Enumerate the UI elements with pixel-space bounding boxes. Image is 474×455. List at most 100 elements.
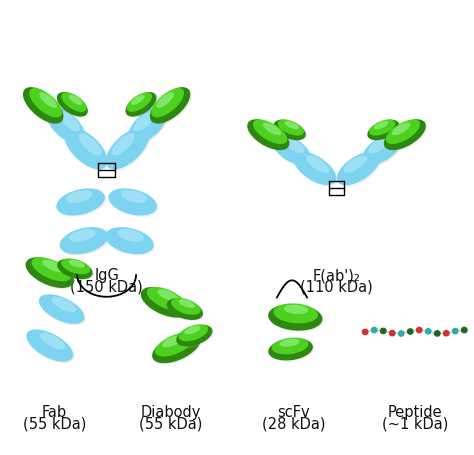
Ellipse shape xyxy=(155,333,194,357)
Ellipse shape xyxy=(253,120,287,145)
Ellipse shape xyxy=(66,130,109,171)
Ellipse shape xyxy=(344,156,367,173)
Ellipse shape xyxy=(151,89,192,126)
Circle shape xyxy=(433,330,441,337)
Ellipse shape xyxy=(107,229,155,256)
Ellipse shape xyxy=(46,107,85,145)
Ellipse shape xyxy=(61,259,91,275)
Circle shape xyxy=(415,327,423,334)
Ellipse shape xyxy=(162,335,184,348)
Ellipse shape xyxy=(274,120,306,141)
Ellipse shape xyxy=(337,152,380,186)
Ellipse shape xyxy=(79,134,102,156)
Ellipse shape xyxy=(272,338,309,355)
Ellipse shape xyxy=(42,260,64,273)
Circle shape xyxy=(379,328,387,335)
Ellipse shape xyxy=(151,89,184,118)
Ellipse shape xyxy=(29,89,62,118)
Ellipse shape xyxy=(58,94,89,119)
Text: (110 kDa): (110 kDa) xyxy=(300,279,373,294)
Ellipse shape xyxy=(247,120,289,151)
Ellipse shape xyxy=(249,121,291,152)
Text: Diabody: Diabody xyxy=(140,404,201,419)
Circle shape xyxy=(397,330,405,338)
Ellipse shape xyxy=(270,339,314,362)
Ellipse shape xyxy=(268,338,313,361)
Ellipse shape xyxy=(278,120,304,136)
Ellipse shape xyxy=(184,326,201,334)
Ellipse shape xyxy=(142,288,191,319)
Ellipse shape xyxy=(364,136,403,167)
Ellipse shape xyxy=(56,189,105,216)
Ellipse shape xyxy=(106,128,149,170)
Ellipse shape xyxy=(167,298,203,320)
Text: Peptide: Peptide xyxy=(387,404,442,419)
Ellipse shape xyxy=(280,339,300,347)
Ellipse shape xyxy=(69,96,82,106)
Ellipse shape xyxy=(58,260,94,281)
Circle shape xyxy=(388,330,396,337)
Ellipse shape xyxy=(126,93,156,117)
Ellipse shape xyxy=(362,135,401,166)
Ellipse shape xyxy=(152,333,201,364)
Ellipse shape xyxy=(23,88,64,124)
Ellipse shape xyxy=(69,260,85,268)
Ellipse shape xyxy=(273,136,312,167)
Text: (28 kDa): (28 kDa) xyxy=(262,416,326,430)
Ellipse shape xyxy=(293,152,337,186)
Ellipse shape xyxy=(60,228,108,255)
Ellipse shape xyxy=(69,229,96,242)
Text: Fab: Fab xyxy=(42,404,67,419)
Ellipse shape xyxy=(150,88,191,124)
Circle shape xyxy=(406,328,414,335)
Ellipse shape xyxy=(133,112,155,132)
Ellipse shape xyxy=(107,130,150,171)
Ellipse shape xyxy=(61,93,87,113)
Ellipse shape xyxy=(131,96,145,106)
Ellipse shape xyxy=(338,154,381,187)
Ellipse shape xyxy=(268,304,322,331)
Circle shape xyxy=(451,328,459,335)
Ellipse shape xyxy=(272,135,311,166)
Text: (150 kDa): (150 kDa) xyxy=(70,279,143,294)
Ellipse shape xyxy=(369,120,395,136)
Ellipse shape xyxy=(118,229,144,242)
Ellipse shape xyxy=(273,303,318,324)
Ellipse shape xyxy=(168,300,204,322)
Ellipse shape xyxy=(385,121,427,152)
Ellipse shape xyxy=(179,300,195,308)
Ellipse shape xyxy=(128,107,167,145)
Text: (55 kDa): (55 kDa) xyxy=(23,416,86,430)
Ellipse shape xyxy=(127,93,152,113)
Ellipse shape xyxy=(306,156,329,173)
Ellipse shape xyxy=(57,93,88,117)
Ellipse shape xyxy=(57,259,93,280)
Ellipse shape xyxy=(284,305,308,314)
Text: (55 kDa): (55 kDa) xyxy=(139,416,202,430)
Ellipse shape xyxy=(156,93,174,109)
Ellipse shape xyxy=(47,108,87,146)
Ellipse shape xyxy=(27,259,75,290)
Ellipse shape xyxy=(295,154,338,187)
Ellipse shape xyxy=(157,290,179,302)
Text: (∼1 kDa): (∼1 kDa) xyxy=(382,416,448,430)
Ellipse shape xyxy=(374,122,388,130)
Ellipse shape xyxy=(105,228,154,255)
Ellipse shape xyxy=(109,189,157,216)
Ellipse shape xyxy=(40,333,65,349)
Ellipse shape xyxy=(40,296,86,326)
Ellipse shape xyxy=(111,134,135,156)
Ellipse shape xyxy=(147,287,186,311)
Ellipse shape xyxy=(127,94,158,119)
Ellipse shape xyxy=(368,138,390,154)
Ellipse shape xyxy=(179,325,208,342)
Ellipse shape xyxy=(66,191,92,203)
Text: F(ab')₂: F(ab')₂ xyxy=(312,268,361,283)
Ellipse shape xyxy=(367,120,399,141)
Ellipse shape xyxy=(39,294,84,324)
Ellipse shape xyxy=(121,191,147,203)
Circle shape xyxy=(443,330,450,337)
Text: scFv: scFv xyxy=(278,404,310,419)
Circle shape xyxy=(460,327,468,334)
Ellipse shape xyxy=(24,89,65,126)
